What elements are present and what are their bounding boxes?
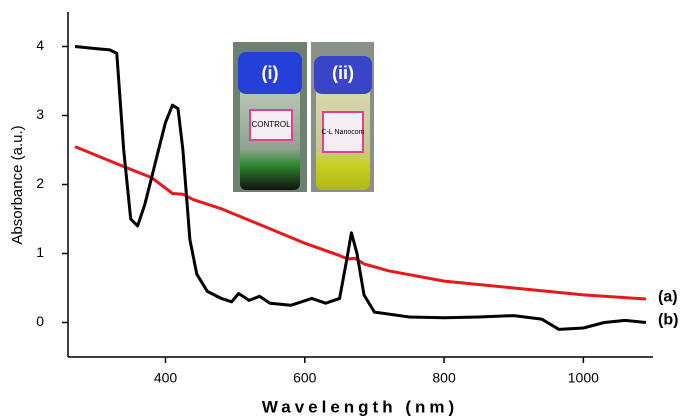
inset-label: (ii) — [332, 63, 354, 83]
legend-label: (b) — [658, 312, 678, 329]
y-tick-label: 4 — [36, 37, 44, 53]
x-tick-label: 1000 — [568, 370, 599, 386]
vial-text: CONTROL — [251, 120, 291, 129]
x-axis-label: Wavelength (nm) — [262, 397, 458, 416]
vial-cap — [238, 52, 302, 94]
y-axis-label: Absorbance (a.u.) — [9, 125, 26, 244]
y-tick-label: 1 — [36, 244, 44, 260]
vial-label — [249, 109, 293, 141]
x-tick-label: 800 — [432, 370, 456, 386]
inset-label: (i) — [262, 63, 279, 83]
x-tick-label: 600 — [293, 370, 317, 386]
inset-photo: CONTROL C-L Nanocom (i) (ii) — [233, 42, 374, 192]
y-tick-label: 0 — [36, 313, 44, 329]
vial-text: C-L Nanocom — [322, 129, 365, 136]
vial-cap — [314, 56, 372, 94]
y-tick-label: 2 — [36, 175, 44, 191]
legend-label: (a) — [658, 288, 678, 305]
y-tick-label: 3 — [36, 106, 44, 122]
data-line — [74, 145, 647, 301]
vial-label — [322, 111, 364, 153]
data-line — [74, 45, 647, 331]
x-tick-label: 400 — [154, 370, 178, 386]
